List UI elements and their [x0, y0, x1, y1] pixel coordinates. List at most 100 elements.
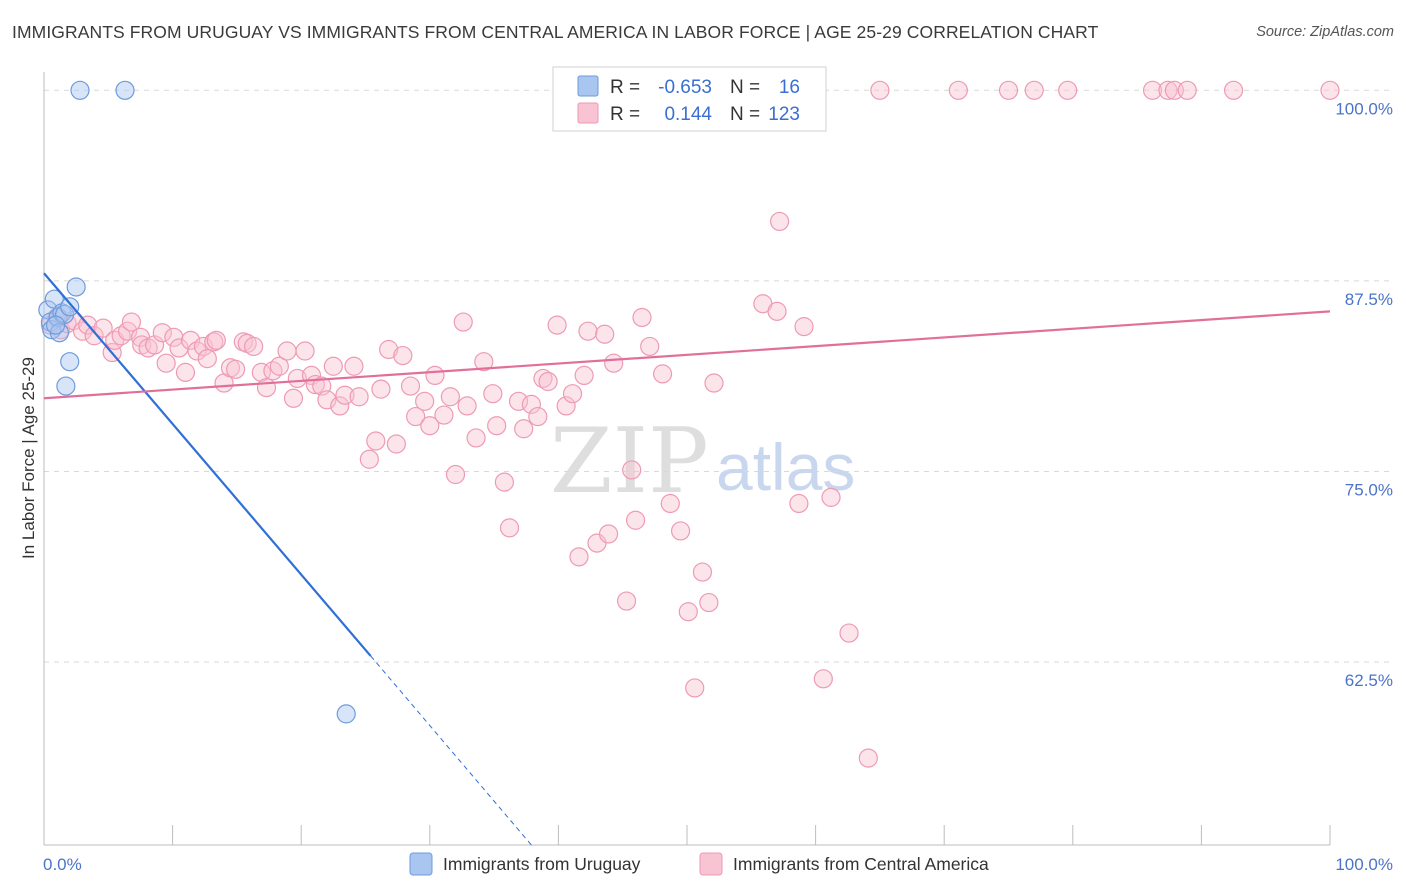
central-america-point-66 [366, 431, 386, 451]
central-america-point-118 [789, 493, 809, 514]
central-america-point-35 [175, 362, 196, 382]
uruguay-point-1 [115, 80, 135, 100]
central-america-point-76 [434, 405, 454, 425]
uruguay-point-15 [336, 704, 356, 724]
central-america-point-114 [699, 592, 719, 613]
central-america-point-52 [277, 341, 297, 361]
central-america-point-71 [400, 376, 421, 396]
central-america-point-89 [521, 394, 541, 414]
central-america-point-61 [330, 396, 350, 416]
central-america-point-49 [256, 378, 277, 398]
central-america-point-83 [483, 384, 503, 404]
central-america-point-51 [269, 356, 289, 376]
central-america-point-41 [206, 330, 226, 350]
chart-title: IMMIGRANTS FROM URUGUAY VS IMMIGRANTS FR… [12, 22, 1099, 42]
central-america-point-93 [547, 315, 567, 335]
central-america-point-74 [420, 416, 440, 436]
central-america-point-44 [226, 359, 246, 379]
uruguay-swatch [577, 75, 599, 97]
central-america-point-80 [457, 396, 477, 416]
central-america-point-10 [1223, 80, 1244, 100]
central-america-point-105 [625, 510, 646, 530]
central-america-point-111 [678, 602, 698, 622]
central-america-point-102 [604, 353, 624, 373]
central-america-point-97 [574, 365, 594, 386]
bottom-legend-uruguay-label: Immigrants from Uruguay [443, 854, 641, 874]
bottom-legend-central-america-swatch [699, 852, 723, 876]
central-america-point-31 [152, 323, 172, 343]
central-america-point-7 [1158, 80, 1178, 100]
bottom-legend-uruguay-swatch [409, 852, 433, 876]
uruguay-point-14 [45, 315, 66, 335]
central-america-point-100 [595, 324, 615, 344]
central-america-n-value: 123 [768, 104, 800, 125]
uruguay-r-label: R = [610, 77, 640, 98]
central-america-point-95 [562, 384, 583, 404]
central-america-point-113 [692, 562, 713, 582]
bottom-legend-central-america-label: Immigrants from Central America [733, 854, 989, 874]
central-america-trend-line [43, 310, 1331, 400]
y-tick-labels: 100.0% 87.5% 75.0% 62.5% [1335, 99, 1393, 690]
central-america-point-9 [1177, 80, 1197, 100]
central-america-point-39 [197, 349, 217, 369]
y-tick-label-3: 62.5% [1345, 671, 1393, 690]
central-america-point-112 [685, 678, 705, 698]
central-america-point-123 [858, 748, 878, 768]
central-america-point-2 [948, 80, 968, 100]
central-america-point-18 [72, 321, 93, 341]
uruguay-point-10 [60, 297, 80, 317]
central-america-point-107 [640, 336, 660, 357]
central-america-point-120 [813, 669, 833, 689]
central-america-point-26 [121, 312, 142, 332]
central-america-point-101 [598, 524, 619, 544]
uruguay-point-13 [60, 352, 80, 372]
y-tick-label-2: 75.0% [1345, 480, 1393, 499]
bottom-legend: Immigrants from Uruguay Immigrants from … [409, 852, 989, 876]
central-america-point-60 [323, 356, 343, 376]
central-america-point-117 [767, 301, 787, 321]
central-america-point-5 [1058, 80, 1078, 100]
stats-legend: R = -0.653 N = 16 R = 0.144 N = 123 [552, 66, 827, 132]
central-america-point-67 [371, 379, 391, 399]
central-america-point-70 [393, 345, 413, 366]
central-america-n-label: N = [730, 104, 760, 125]
central-america-point-88 [514, 419, 534, 439]
central-america-point-81 [466, 428, 486, 448]
x-tick-label-max: 100.0% [1335, 855, 1393, 874]
central-america-point-54 [287, 368, 307, 389]
central-america-point-62 [335, 385, 355, 405]
central-america-point-30 [144, 335, 165, 355]
central-america-point-68 [379, 339, 399, 360]
uruguay-trend-line [43, 272, 372, 657]
central-america-point-92 [538, 371, 558, 392]
central-america-r-label: R = [610, 104, 640, 125]
central-america-point-53 [283, 388, 304, 408]
uruguay-point-11 [66, 277, 86, 297]
central-america-point-90 [528, 406, 548, 427]
watermark-atlas: atlas [716, 430, 855, 504]
source-credit: Source: ZipAtlas.com [1256, 24, 1394, 40]
central-america-point-1 [870, 80, 890, 100]
uruguay-n-value: 16 [779, 77, 800, 98]
central-america-point-75 [425, 365, 445, 386]
central-america-point-91 [533, 368, 553, 389]
central-america-point-32 [156, 353, 176, 373]
central-america-point-96 [569, 547, 589, 567]
central-america-point-78 [445, 464, 466, 485]
central-america-point-77 [440, 387, 460, 407]
watermark: ZIP atlas [550, 409, 855, 514]
uruguay-n-label: N = [730, 77, 760, 98]
central-america-point-6 [1142, 80, 1163, 100]
central-america-point-109 [660, 493, 680, 514]
uruguay-r-value: -0.653 [658, 77, 712, 98]
central-america-point-47 [244, 336, 264, 357]
central-america-point-79 [453, 312, 473, 332]
central-america-point-69 [386, 434, 406, 454]
central-america-point-115 [704, 373, 724, 393]
central-america-swatch [577, 102, 599, 124]
uruguay-trend-extension [370, 655, 532, 846]
central-america-point-106 [632, 307, 652, 328]
central-america-point-65 [359, 449, 379, 469]
central-america-point-33 [164, 327, 184, 347]
central-america-point-94 [556, 396, 576, 416]
